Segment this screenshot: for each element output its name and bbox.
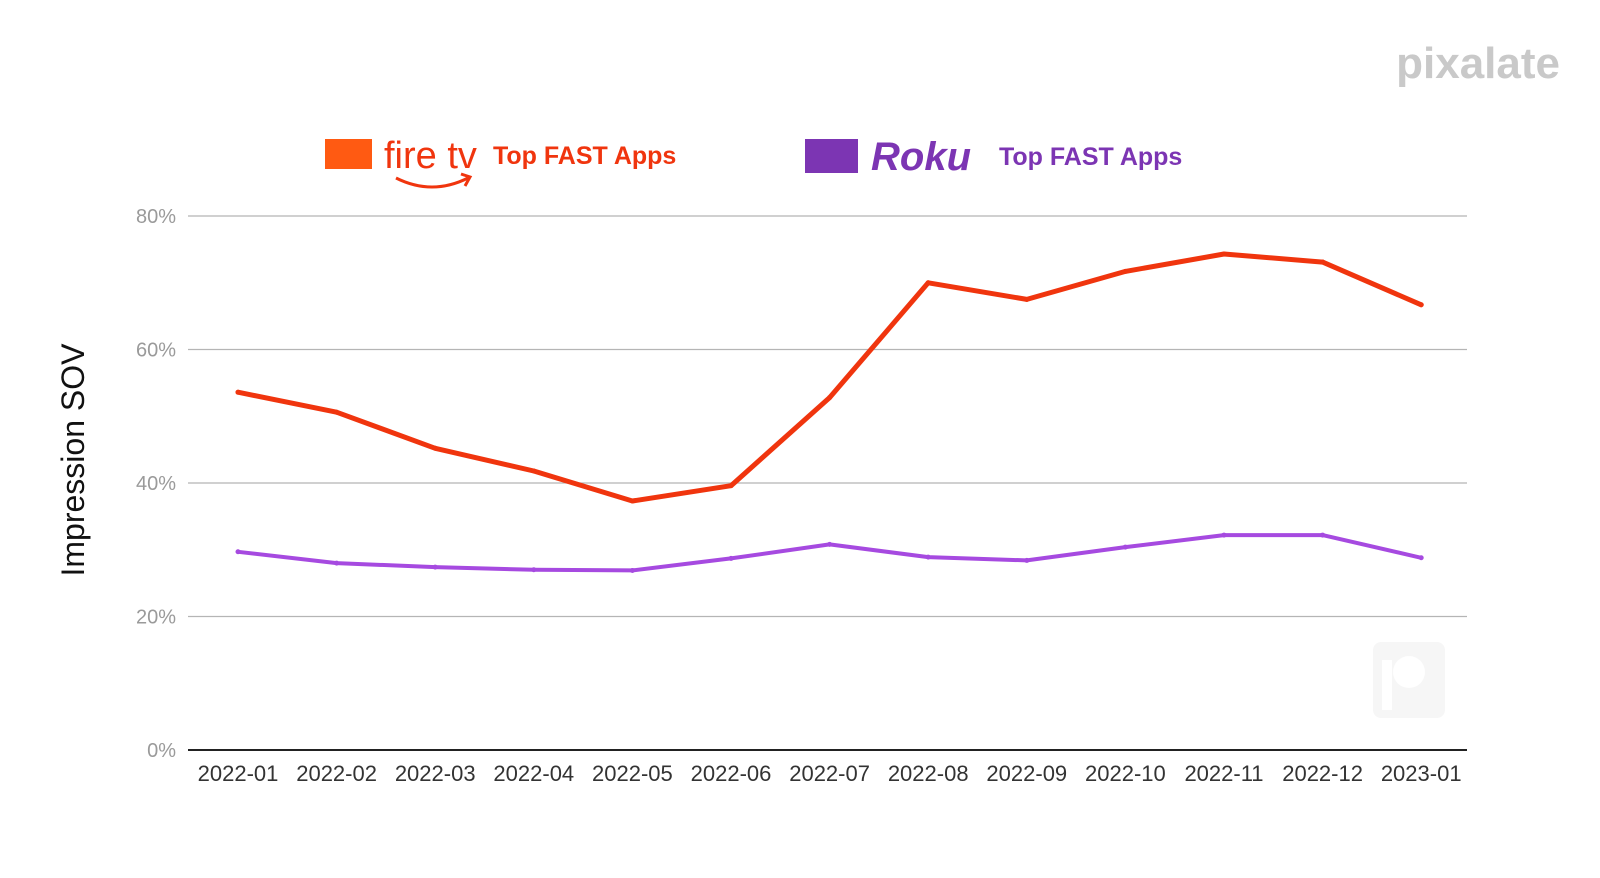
firetv-logo-text: fire tv	[384, 135, 477, 177]
data-point-firetv	[1024, 296, 1030, 302]
data-point-firetv	[629, 498, 635, 504]
legend-swatch-roku	[805, 139, 858, 173]
data-point-roku	[925, 554, 931, 560]
series-lines	[235, 251, 1424, 573]
pixalate-logo-icon	[1373, 642, 1445, 718]
data-point-firetv	[1221, 251, 1227, 257]
x-axis-ticks: 2022-01 2022-02 2022-03 2022-04 2022-05 2022-…	[198, 761, 1462, 786]
y-tick-label: 80%	[136, 206, 176, 228]
data-point-firetv	[1320, 259, 1326, 265]
data-point-roku	[531, 567, 537, 573]
legend-label-firetv: Top FAST Apps	[493, 142, 676, 170]
data-point-roku	[1418, 555, 1424, 561]
x-tick-label: 2022-07	[789, 761, 870, 786]
data-point-roku	[1122, 544, 1128, 550]
series-line-firetv	[235, 251, 1424, 504]
data-point-firetv	[334, 409, 340, 415]
legend-label-roku: Top FAST Apps	[999, 143, 1182, 171]
x-tick-label: 2022-04	[493, 761, 574, 786]
data-point-roku	[728, 555, 734, 561]
data-point-firetv	[531, 468, 537, 474]
data-point-roku	[1221, 532, 1227, 538]
series-line-roku	[236, 533, 1424, 573]
amazon-smile-arrow-icon	[460, 172, 473, 187]
data-point-firetv	[728, 483, 734, 489]
x-tick-label: 2022-09	[986, 761, 1067, 786]
y-tick-label: 20%	[136, 607, 176, 629]
data-point-firetv	[432, 445, 438, 451]
data-point-roku	[1024, 557, 1030, 563]
legend: fire tv Top FAST Apps Roku Top FAST Apps	[325, 135, 1182, 189]
y-tick-label: 60%	[136, 340, 176, 362]
data-point-roku	[235, 549, 241, 555]
data-point-roku	[432, 564, 438, 570]
roku-logo-text: Roku	[871, 135, 971, 179]
data-point-firetv	[1418, 302, 1424, 308]
x-tick-label: 2022-08	[888, 761, 969, 786]
x-tick-label: 2022-02	[296, 761, 377, 786]
x-tick-label: 2022-06	[691, 761, 772, 786]
data-point-roku	[334, 560, 340, 566]
x-tick-label: 2022-03	[395, 761, 476, 786]
y-axis-ticks: 0% 20% 40% 60% 80%	[136, 206, 176, 762]
y-axis-label: Impression SOV	[55, 343, 91, 577]
x-tick-label: 2022-12	[1282, 761, 1363, 786]
data-point-roku	[629, 567, 635, 573]
x-tick-label: 2022-01	[198, 761, 279, 786]
data-point-firetv	[925, 280, 931, 286]
data-point-firetv	[235, 389, 241, 395]
x-tick-label: 2022-10	[1085, 761, 1166, 786]
x-tick-label: 2022-05	[592, 761, 673, 786]
data-point-roku	[827, 541, 833, 547]
pixalate-wordmark: pixalate	[1396, 39, 1560, 88]
data-point-roku	[1320, 532, 1326, 538]
data-point-firetv	[1122, 268, 1128, 274]
gridlines	[188, 215, 1467, 618]
y-tick-label: 0%	[147, 740, 176, 762]
y-tick-label: 40%	[136, 473, 176, 495]
amazon-smile-icon	[395, 176, 469, 189]
legend-item-firetv: fire tv Top FAST Apps	[325, 135, 676, 189]
data-point-firetv	[827, 395, 833, 401]
legend-swatch-firetv	[325, 139, 372, 169]
legend-item-roku: Roku Top FAST Apps	[805, 135, 1182, 179]
x-tick-label: 2023-01	[1381, 761, 1462, 786]
x-tick-label: 2022-11	[1184, 761, 1263, 786]
